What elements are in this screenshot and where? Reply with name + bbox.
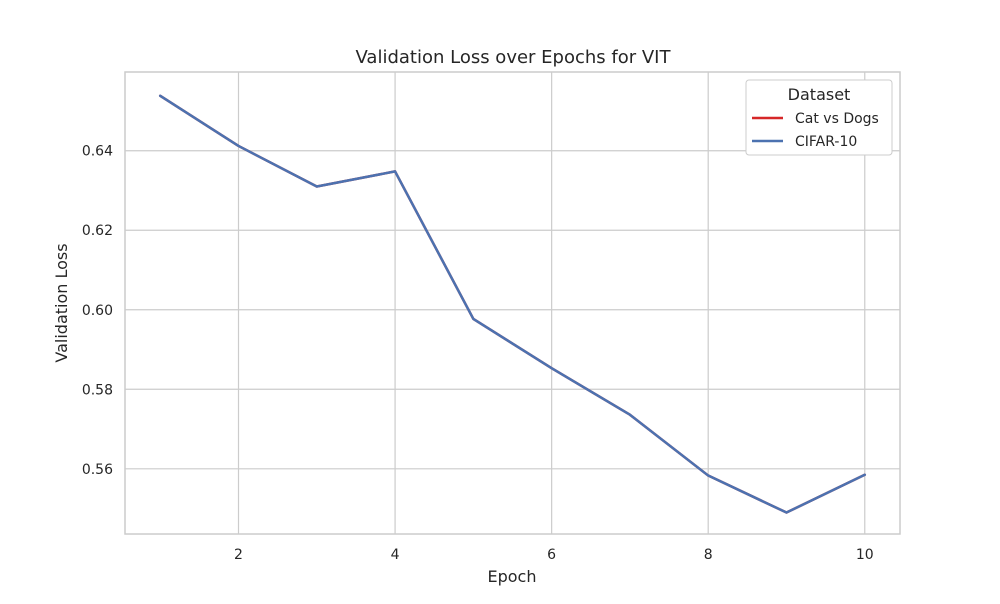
x-tick-labels: 2 4 6 8 10 — [234, 547, 874, 563]
legend-box — [745, 79, 893, 156]
legend-label-cifar-10: CIFAR-10 — [795, 134, 857, 150]
chart-title: Validation Loss over Epochs for VIT — [356, 47, 672, 68]
x-tick-label: 6 — [547, 547, 556, 563]
plot-area-frame — [124, 71, 901, 535]
x-tick-label: 10 — [856, 547, 874, 563]
x-tick-label: 8 — [704, 547, 713, 563]
x-axis-label: Epoch — [488, 567, 537, 586]
x-tick-label: 4 — [391, 547, 400, 563]
x-tick-label: 2 — [234, 547, 243, 563]
legend-title: Dataset — [788, 85, 851, 104]
y-tick-label: 0.60 — [82, 303, 113, 319]
y-tick-label: 0.62 — [82, 223, 113, 239]
y-tick-label: 0.56 — [82, 462, 113, 478]
series-layer — [158, 94, 867, 514]
y-tick-label: 0.58 — [82, 382, 113, 398]
y-tick-label: 0.64 — [82, 144, 113, 160]
series-line-cifar-10 — [158, 94, 867, 514]
y-tick-labels: 0.56 0.58 0.60 0.62 0.64 — [82, 144, 113, 478]
y-axis-label: Validation Loss — [52, 243, 71, 362]
legend-label-cat-vs-dogs: Cat vs Dogs — [795, 111, 879, 127]
legend: Dataset Cat vs Dogs CIFAR-10 — [745, 79, 893, 156]
